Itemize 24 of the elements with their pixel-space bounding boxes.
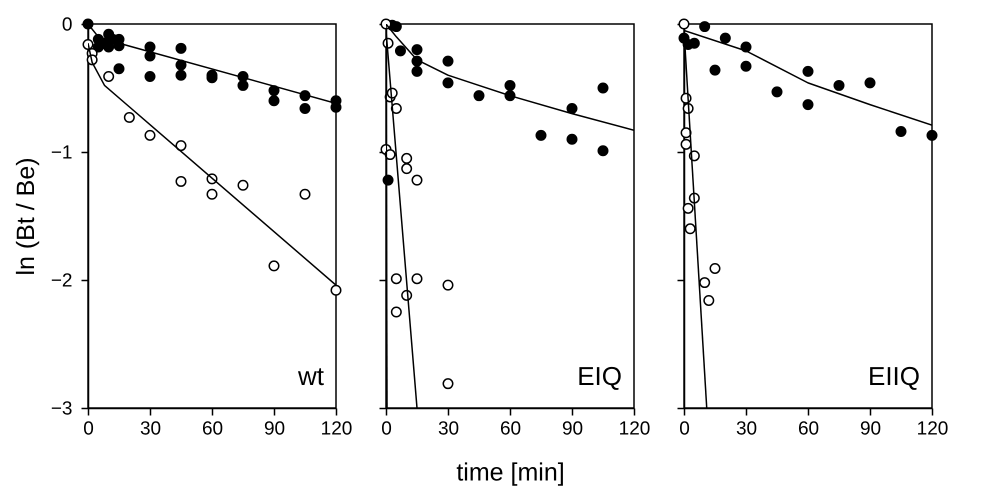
- text: EIIQ: [868, 361, 920, 391]
- x-tick-label: 60: [202, 418, 224, 440]
- x-tick-label: 60: [500, 418, 522, 440]
- x-tick-label: 120: [320, 418, 352, 440]
- x-tick-label: 120: [618, 418, 650, 440]
- x-tick-label: 90: [562, 418, 584, 440]
- y-tick-label: 0: [62, 14, 72, 36]
- y-tick-label: −1: [50, 142, 72, 164]
- x-axis-title: time [min]: [456, 458, 565, 486]
- x-tick-label: 90: [264, 418, 286, 440]
- x-tick-label: 0: [83, 418, 94, 440]
- x-tick-label: 60: [798, 418, 820, 440]
- y-tick-label: −3: [50, 398, 72, 420]
- y-tick-label: −2: [50, 270, 72, 292]
- x-tick-label: 120: [916, 418, 948, 440]
- text: EIQ: [577, 361, 622, 391]
- x-tick-label: 0: [381, 418, 392, 440]
- x-tick-label: 30: [736, 418, 758, 440]
- text: wt: [297, 361, 325, 391]
- x-tick-label: 90: [860, 418, 882, 440]
- x-tick-label: 0: [679, 418, 690, 440]
- y-axis-title: ln (Bt / Be): [12, 157, 40, 276]
- x-tick-label: 30: [438, 418, 460, 440]
- x-tick-label: 30: [140, 418, 162, 440]
